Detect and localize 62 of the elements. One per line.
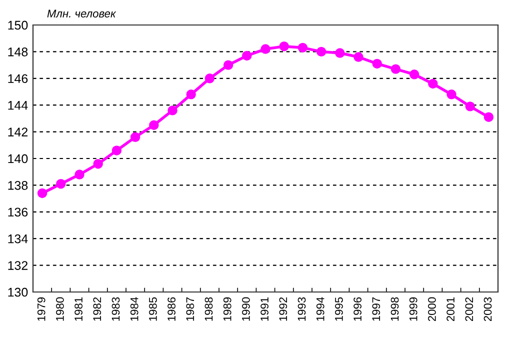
point (37, 188, 48, 198)
x-tick-label: 1979 (37, 297, 46, 321)
point (465, 102, 475, 112)
x-tick-label: 1984 (130, 297, 138, 321)
point (428, 78, 438, 89)
y-tick-label: 130 (8, 288, 28, 297)
y-tick-label: 150 (8, 20, 28, 30)
y-tick-label: 134 (8, 234, 28, 244)
point (74, 170, 84, 180)
y-tick-label: 146 (8, 74, 28, 84)
point (372, 58, 382, 69)
x-tick-label: 1994 (316, 297, 324, 321)
x-tick-label: 1985 (149, 297, 157, 321)
point (223, 60, 234, 70)
point (168, 106, 178, 116)
y-axis-title: Млн. человек (47, 10, 116, 18)
point (446, 90, 456, 100)
y-tick-label: 140 (8, 154, 28, 164)
x-tick-label: 1986 (168, 297, 176, 321)
x-tick-label: 2003 (484, 297, 492, 322)
point (335, 48, 345, 58)
point (279, 42, 289, 52)
point (260, 44, 270, 54)
point (484, 112, 494, 122)
x-tick-label: 1998 (390, 297, 399, 321)
point (186, 90, 196, 100)
point (204, 74, 215, 84)
point (149, 120, 159, 130)
y-tick-label: 144 (8, 101, 28, 110)
x-tick-label: 1997 (372, 297, 380, 321)
x-tick-label: 1982 (93, 297, 102, 321)
point (112, 146, 122, 156)
x-tick-label: 1989 (223, 297, 232, 321)
x-tick-label: 1996 (354, 297, 362, 321)
x-tick-label: 1983 (112, 297, 120, 321)
point (316, 46, 326, 57)
x-tick-label: 1999 (409, 297, 418, 321)
y-tick-label: 148 (8, 48, 28, 56)
point (130, 132, 140, 142)
y-tick-label: 142 (8, 128, 28, 136)
x-tick-label: 1990 (242, 297, 250, 321)
x-tick-label: 1981 (74, 297, 82, 321)
point (56, 179, 66, 189)
x-tick-label: 1988 (204, 297, 213, 321)
point (354, 52, 364, 62)
point (298, 42, 308, 53)
x-tick-label: 2002 (465, 297, 474, 322)
point (93, 158, 103, 169)
x-tick-label: 1992 (279, 297, 288, 321)
x-tick-label: 1993 (298, 297, 306, 321)
point (409, 70, 420, 80)
point (242, 50, 252, 61)
y-tick-label: 136 (8, 208, 28, 217)
x-tick-label: 1980 (56, 297, 64, 321)
x-tick-label: 1995 (335, 297, 343, 321)
y-tick-label: 138 (8, 181, 28, 190)
point (390, 64, 401, 74)
y-tick-label: 132 (8, 261, 28, 270)
x-tick-label: 1987 (186, 297, 194, 321)
x-tick-label: 1991 (260, 297, 268, 321)
x-tick-label: 2001 (446, 297, 454, 322)
x-tick-label: 2000 (428, 297, 436, 322)
